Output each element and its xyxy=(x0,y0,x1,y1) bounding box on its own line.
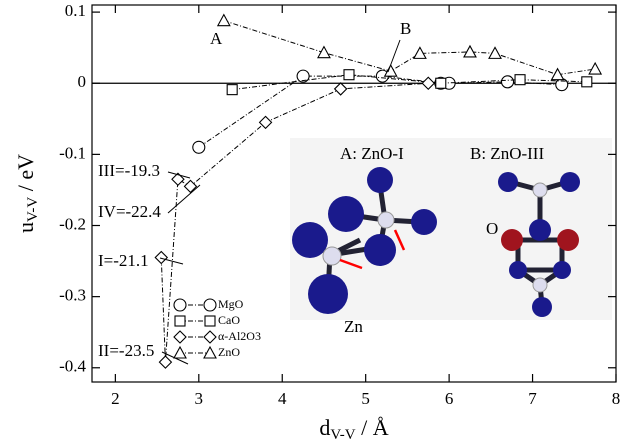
marker xyxy=(489,47,501,58)
marker xyxy=(515,75,525,85)
annotation: III=-19.3 xyxy=(98,161,160,180)
legend-label: MgO xyxy=(218,297,244,311)
annotation-arrow xyxy=(168,185,200,213)
marker xyxy=(502,76,514,88)
y-tick-label: -0.1 xyxy=(59,143,86,162)
annotation: II=-23.5 xyxy=(98,341,154,360)
marker xyxy=(174,299,186,311)
y-axis-label-sub: V-V xyxy=(25,197,41,222)
marker xyxy=(318,47,330,58)
marker xyxy=(204,331,216,343)
legend-label: α-Al2O3 xyxy=(218,329,261,343)
marker xyxy=(175,316,185,326)
annotation: IV=-22.4 xyxy=(98,202,161,221)
marker xyxy=(204,299,216,311)
series-line xyxy=(232,75,587,90)
inset-title: B: ZnO-III xyxy=(470,144,544,163)
x-tick-label: 8 xyxy=(612,389,621,408)
x-axis-label: dV-V / Å xyxy=(319,415,388,443)
annotation: B xyxy=(400,19,411,38)
inset: A: ZnO-I B: ZnO-III Zn O xyxy=(290,138,612,336)
marker xyxy=(155,252,167,264)
legend-label: ZnO xyxy=(218,345,240,359)
marker xyxy=(193,141,205,153)
x-tick-label: 2 xyxy=(111,389,120,408)
annotation: I=-21.1 xyxy=(98,251,149,270)
o-label: O xyxy=(486,219,498,238)
zn-label: Zn xyxy=(344,317,363,336)
annotation: A xyxy=(210,29,223,48)
marker xyxy=(589,63,601,74)
marker xyxy=(174,331,186,343)
marker xyxy=(385,65,397,76)
x-axis-label-main: d xyxy=(319,415,330,440)
marker xyxy=(184,180,196,192)
marker xyxy=(422,77,434,89)
annotation-arrow xyxy=(388,40,400,72)
y-tick-label: -0.4 xyxy=(59,357,86,376)
marker xyxy=(335,83,347,95)
y-tick-label: 0 xyxy=(78,72,87,91)
marker xyxy=(464,46,476,57)
y-tick-label: -0.2 xyxy=(59,214,86,233)
marker xyxy=(344,70,354,80)
inset-title: A: ZnO-I xyxy=(340,144,404,163)
marker xyxy=(205,316,215,326)
x-axis-label-unit: / Å xyxy=(356,415,389,440)
y-axis-label-main: u xyxy=(13,222,38,233)
chart: A: ZnO-I B: ZnO-III Zn O 2 3 4 5 6 7 8 0.1 0 -0.1… xyxy=(0,0,624,445)
x-tick-label: 6 xyxy=(445,389,454,408)
marker xyxy=(582,77,592,87)
x-tick-label: 4 xyxy=(278,389,287,408)
legend-label: CaO xyxy=(218,313,240,327)
marker xyxy=(159,356,171,368)
y-tick-label: -0.3 xyxy=(59,286,86,305)
y-tick-label: 0.1 xyxy=(65,1,86,20)
marker xyxy=(556,79,568,91)
marker xyxy=(260,116,272,128)
x-tick-label: 3 xyxy=(195,389,204,408)
x-axis-label-sub: V-V xyxy=(330,427,355,443)
marker xyxy=(227,85,237,95)
y-axis-label-unit: / eV xyxy=(13,154,38,197)
marker xyxy=(436,78,446,88)
marker xyxy=(174,347,186,358)
x-tick-label: 7 xyxy=(528,389,537,408)
x-tick-label: 5 xyxy=(361,389,370,408)
marker xyxy=(218,15,230,26)
y-axis-label: uV-V / eV xyxy=(13,154,41,233)
